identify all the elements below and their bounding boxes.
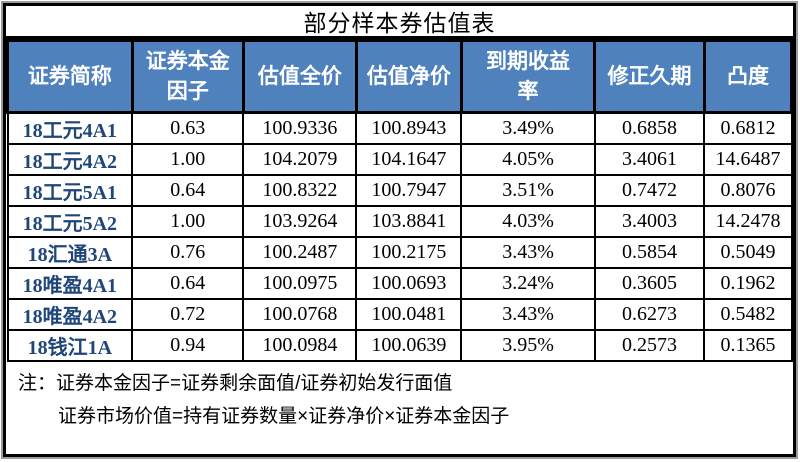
convexity-cell: 0.6812 [703, 111, 793, 145]
header-principal-factor: 证券本金 因子 [130, 39, 245, 114]
footnote-text-1: 证券本金因子=证券剩余面值/证券初始发行面值 [56, 373, 453, 394]
full-price-cell: 100.9336 [242, 111, 358, 145]
footnote-text-2: 证券市场价值=持有证券数量×证券净价×证券本金因子 [58, 406, 510, 427]
bond-name-cell: 18工元5A2 [6, 205, 134, 238]
net-price-cell: 100.8943 [355, 111, 463, 145]
duration-cell: 0.6273 [593, 298, 706, 331]
table-row: 18工元4A2 1.00 104.2079 104.1647 4.05% 3.4… [6, 143, 793, 176]
header-convexity: 凸度 [702, 39, 794, 114]
convexity-cell: 0.1962 [703, 267, 793, 300]
table-row: 18工元5A1 0.64 100.8322 100.7947 3.51% 0.7… [6, 174, 793, 207]
principal-factor-cell: 0.72 [131, 298, 245, 331]
table-title: 部分样本券估值表 [6, 6, 793, 39]
principal-factor-cell: 0.64 [131, 174, 245, 207]
convexity-cell: 0.5049 [703, 236, 793, 269]
full-price-cell: 100.8322 [242, 174, 358, 207]
ytm-cell: 3.24% [460, 267, 596, 300]
net-price-cell: 103.8841 [355, 205, 463, 238]
duration-cell: 0.7472 [593, 174, 706, 207]
convexity-cell: 0.1365 [703, 329, 793, 362]
principal-factor-cell: 0.94 [131, 329, 245, 362]
footnote-line-2: 证券市场价值=持有证券数量×证券净价×证券本金因子 [18, 400, 783, 433]
ytm-cell: 3.43% [460, 236, 596, 269]
principal-factor-cell: 1.00 [131, 143, 245, 176]
table-row: 18汇通3A 0.76 100.2487 100.2175 3.43% 0.58… [6, 236, 793, 269]
convexity-cell: 0.5482 [703, 298, 793, 331]
table-row: 18工元4A1 0.63 100.9336 100.8943 3.49% 0.6… [6, 111, 793, 145]
table-header: 证券简称 证券本金 因子 估值全价 估值净价 到期收益 率 修正久期 凸度 [6, 39, 794, 114]
ytm-cell: 4.05% [460, 143, 596, 176]
ytm-cell: 3.49% [460, 111, 596, 145]
header-full-price: 估值全价 [241, 39, 358, 114]
valuation-table-frame: 部分样本券估值表 证券简称 证券本金 因子 估值全价 估值净价 到期收益 率 修… [3, 3, 796, 457]
full-price-cell: 100.0984 [242, 329, 358, 362]
footnote-line-1: 注：证券本金因子=证券剩余面值/证券初始发行面值 [18, 367, 783, 400]
duration-cell: 0.3605 [593, 267, 706, 300]
header-net-price: 估值净价 [354, 39, 463, 114]
net-price-cell: 104.1647 [355, 143, 463, 176]
principal-factor-cell: 0.64 [131, 267, 245, 300]
full-price-cell: 100.0975 [242, 267, 358, 300]
convexity-cell: 14.6487 [703, 143, 793, 176]
principal-factor-cell: 0.76 [131, 236, 245, 269]
table-row: 18唯盈4A1 0.64 100.0975 100.0693 3.24% 0.3… [6, 267, 793, 300]
ytm-cell: 3.43% [460, 298, 596, 331]
header-duration: 修正久期 [593, 39, 706, 114]
header-row: 证券简称 证券本金 因子 估值全价 估值净价 到期收益 率 修正久期 凸度 [6, 39, 794, 114]
convexity-cell: 0.8076 [703, 174, 793, 207]
bond-name-cell: 18工元5A1 [6, 174, 134, 207]
bond-name-cell: 18唯盈4A1 [6, 267, 134, 300]
footnotes: 注：证券本金因子=证券剩余面值/证券初始发行面值 证券市场价值=持有证券数量×证… [6, 362, 793, 433]
ytm-cell: 3.51% [460, 174, 596, 207]
full-price-cell: 100.0768 [242, 298, 358, 331]
net-price-cell: 100.0481 [355, 298, 463, 331]
bond-name-cell: 18钱江1A [6, 329, 134, 362]
bond-name-cell: 18唯盈4A2 [6, 298, 134, 331]
duration-cell: 0.2573 [593, 329, 706, 362]
header-ytm: 到期收益 率 [459, 39, 597, 114]
bond-name-cell: 18汇通3A [6, 236, 134, 269]
duration-cell: 0.6858 [593, 111, 706, 145]
ytm-cell: 3.95% [460, 329, 596, 362]
table-body: 18工元4A1 0.63 100.9336 100.8943 3.49% 0.6… [6, 111, 793, 362]
principal-factor-cell: 0.63 [131, 111, 245, 145]
net-price-cell: 100.0639 [355, 329, 463, 362]
ytm-cell: 4.03% [460, 205, 596, 238]
footnote-prefix: 注： [18, 373, 57, 394]
header-bond-name: 证券简称 [6, 39, 134, 114]
net-price-cell: 100.7947 [355, 174, 463, 207]
principal-factor-cell: 1.00 [131, 205, 245, 238]
net-price-cell: 100.2175 [355, 236, 463, 269]
duration-cell: 0.5854 [593, 236, 706, 269]
valuation-table: 证券简称 证券本金 因子 估值全价 估值净价 到期收益 率 修正久期 凸度 18… [6, 39, 794, 362]
duration-cell: 3.4061 [593, 143, 706, 176]
table-row: 18工元5A2 1.00 103.9264 103.8841 4.03% 3.4… [6, 205, 793, 238]
full-price-cell: 104.2079 [242, 143, 358, 176]
duration-cell: 3.4003 [593, 205, 706, 238]
convexity-cell: 14.2478 [703, 205, 793, 238]
bond-name-cell: 18工元4A1 [6, 111, 134, 145]
table-row: 18唯盈4A2 0.72 100.0768 100.0481 3.43% 0.6… [6, 298, 793, 331]
full-price-cell: 100.2487 [242, 236, 358, 269]
net-price-cell: 100.0693 [355, 267, 463, 300]
bond-name-cell: 18工元4A2 [6, 143, 134, 176]
full-price-cell: 103.9264 [242, 205, 358, 238]
table-row: 18钱江1A 0.94 100.0984 100.0639 3.95% 0.25… [6, 329, 793, 362]
